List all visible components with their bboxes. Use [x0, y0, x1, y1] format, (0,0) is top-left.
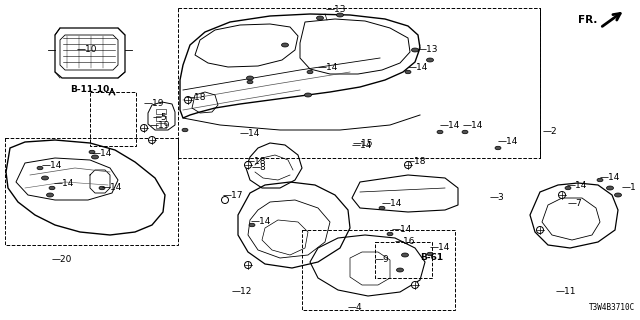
Text: FR.: FR. [578, 15, 597, 25]
Text: —14: —14 [463, 121, 483, 130]
Text: —14: —14 [54, 179, 74, 188]
Text: —14: —14 [392, 226, 412, 235]
Text: —14: —14 [408, 63, 428, 73]
Ellipse shape [99, 186, 105, 190]
Text: —13: —13 [418, 45, 438, 54]
Ellipse shape [387, 232, 393, 236]
Text: —14: —14 [600, 172, 620, 181]
Text: —18: —18 [186, 92, 207, 101]
Ellipse shape [282, 43, 289, 47]
Text: —19: —19 [144, 99, 164, 108]
Text: —9: —9 [375, 255, 390, 265]
Bar [90, 92, 136, 146]
Text: —5: —5 [153, 113, 168, 122]
Ellipse shape [92, 155, 99, 159]
Circle shape [184, 97, 191, 103]
Bar [5, 138, 178, 245]
Text: —14: —14 [440, 121, 460, 130]
Circle shape [404, 162, 412, 169]
Ellipse shape [426, 58, 433, 62]
Ellipse shape [412, 48, 419, 52]
Ellipse shape [614, 193, 621, 197]
Bar [178, 8, 540, 158]
Circle shape [141, 124, 147, 132]
Text: —13: —13 [326, 5, 346, 14]
Ellipse shape [462, 130, 468, 134]
Ellipse shape [607, 186, 614, 190]
Circle shape [412, 282, 419, 289]
Text: —16: —16 [395, 236, 415, 245]
Ellipse shape [317, 16, 323, 20]
Text: —14: —14 [498, 137, 518, 146]
Ellipse shape [405, 70, 411, 74]
Text: —14: —14 [240, 130, 260, 139]
Text: T3W4B3710C: T3W4B3710C [589, 303, 635, 312]
Ellipse shape [305, 93, 312, 97]
Ellipse shape [246, 76, 253, 80]
Ellipse shape [397, 268, 403, 272]
Circle shape [559, 191, 566, 198]
Ellipse shape [427, 252, 433, 256]
Circle shape [148, 137, 156, 143]
Ellipse shape [401, 253, 408, 257]
Text: —14: —14 [567, 181, 588, 190]
Text: B-11-10: B-11-10 [70, 85, 109, 94]
Text: —14: —14 [430, 244, 451, 252]
Text: —7: —7 [568, 199, 583, 209]
Text: B-61: B-61 [420, 252, 443, 261]
Circle shape [536, 227, 543, 234]
Ellipse shape [307, 70, 313, 74]
Text: —14: —14 [42, 161, 62, 170]
Text: —19: —19 [150, 121, 170, 130]
Text: —14: —14 [352, 140, 372, 149]
Ellipse shape [47, 193, 54, 197]
Circle shape [221, 196, 228, 204]
Text: —8: —8 [252, 164, 267, 172]
Ellipse shape [495, 146, 501, 150]
Text: —15: —15 [353, 140, 374, 148]
Text: —18: —18 [406, 157, 426, 166]
Ellipse shape [247, 80, 253, 84]
Circle shape [244, 162, 252, 169]
Ellipse shape [42, 176, 49, 180]
Ellipse shape [565, 186, 571, 190]
Ellipse shape [337, 13, 344, 17]
Text: —12: —12 [232, 286, 252, 295]
Text: —4: —4 [348, 303, 363, 313]
Ellipse shape [597, 178, 603, 182]
Text: —2: —2 [543, 127, 557, 137]
Text: —18: —18 [246, 157, 266, 166]
Ellipse shape [249, 223, 255, 227]
Ellipse shape [89, 150, 95, 154]
Ellipse shape [49, 186, 55, 190]
Bar [375, 242, 432, 278]
Ellipse shape [437, 130, 443, 134]
Text: —10: —10 [77, 45, 97, 54]
Text: —1: —1 [622, 183, 637, 193]
Text: —14: —14 [102, 183, 122, 193]
Text: —14: —14 [251, 217, 271, 226]
Text: —14: —14 [318, 63, 339, 73]
Text: —11: —11 [556, 286, 577, 295]
Text: —17: —17 [223, 191, 243, 201]
Ellipse shape [37, 166, 43, 170]
Ellipse shape [379, 206, 385, 210]
Ellipse shape [182, 128, 188, 132]
Text: —14: —14 [382, 199, 403, 209]
Text: —14: —14 [92, 148, 113, 157]
Circle shape [244, 261, 252, 268]
Bar [302, 230, 455, 310]
Text: —20: —20 [52, 255, 72, 265]
Text: —3: —3 [490, 193, 505, 202]
